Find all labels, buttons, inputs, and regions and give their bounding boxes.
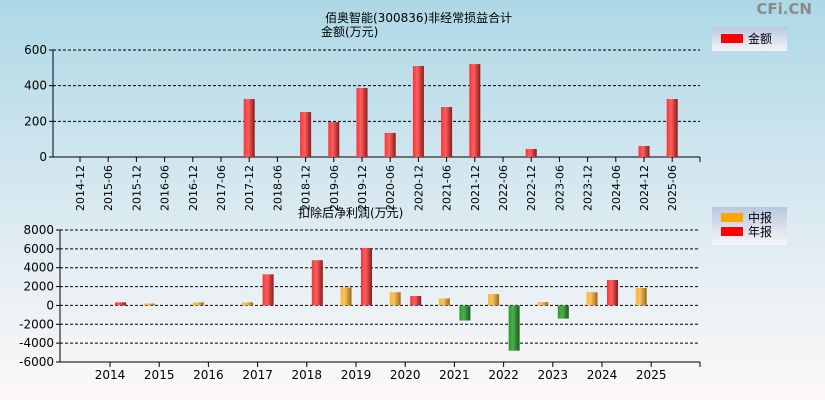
legend-swatch-amount	[721, 34, 743, 43]
bar-年报	[459, 305, 471, 321]
bar-年报	[361, 247, 372, 306]
y-tick-label: 400	[24, 79, 47, 93]
x-tick-label: 2022-06	[497, 165, 510, 211]
bar-中报	[340, 287, 352, 306]
chart-title: 佰奥智能(300836)非经常损益合计	[325, 10, 512, 25]
x-tick-label: 2014-12	[74, 165, 87, 211]
bar-中报	[488, 294, 500, 306]
y-tick-label: 200	[24, 114, 47, 128]
bar-金额	[638, 145, 650, 157]
x-tick-label: 2021	[439, 368, 470, 382]
bar-金额	[525, 148, 537, 157]
bar-中报	[438, 298, 450, 306]
x-tick-label: 2021-12	[469, 165, 482, 211]
x-tick-label: 2016-06	[159, 165, 172, 211]
x-tick-label: 2015-06	[102, 165, 115, 211]
y-tick-label: -6000	[19, 355, 54, 369]
x-tick-label: 2025	[636, 368, 667, 382]
x-tick-label: 2024-06	[610, 165, 623, 211]
x-tick-label: 2017	[242, 368, 273, 382]
x-tick-label: 2019-06	[328, 165, 341, 211]
bar-年报	[311, 260, 323, 306]
x-tick-label: 2015	[144, 368, 175, 382]
bar-中报	[192, 302, 204, 306]
x-tick-label: 2018-12	[300, 165, 313, 211]
x-tick-label: 2022-12	[525, 165, 538, 211]
bar-中报	[635, 287, 647, 306]
y-tick-label: -4000	[19, 336, 54, 350]
bar-金额	[356, 87, 368, 157]
bar-中报	[242, 302, 254, 306]
y-tick-label: 0	[46, 298, 54, 312]
x-tick-label: 2023-12	[582, 165, 595, 211]
bar-金额	[666, 99, 678, 157]
x-tick-label: 2019-12	[356, 165, 369, 211]
x-tick-label: 2023	[538, 368, 569, 382]
y-axis-label: 金额(万元)	[321, 24, 378, 39]
x-tick-label: 2020	[390, 368, 421, 382]
x-tick-label: 2016	[193, 368, 224, 382]
y-tick-label: 0	[39, 150, 47, 164]
bar-中报	[537, 302, 549, 306]
y-tick-label: 4000	[23, 261, 54, 275]
y-tick-label: 8000	[23, 223, 54, 237]
bar-年报	[262, 274, 274, 306]
x-tick-label: 2017-06	[215, 165, 228, 211]
legend-bottom: 中报 年报	[712, 207, 787, 245]
bar-年报	[557, 305, 569, 319]
watermark: CFi.CN	[756, 0, 812, 18]
y-tick-label: 2000	[23, 280, 54, 294]
bar-年报	[115, 302, 126, 306]
x-tick-label: 2017-12	[243, 165, 256, 211]
legend-label-interim: 中报	[748, 210, 772, 225]
bar-金额	[328, 122, 340, 157]
bar-金额	[412, 66, 424, 157]
x-tick-label: 2018-06	[271, 165, 284, 211]
bar-金额	[243, 99, 255, 157]
x-tick-label: 2022	[488, 368, 519, 382]
bar-金额	[469, 64, 481, 157]
y-tick-label: -2000	[19, 317, 54, 331]
bar-年报	[508, 305, 520, 351]
x-tick-label: 2023-06	[553, 165, 566, 211]
bar-金额	[300, 112, 312, 157]
legend-label-annual: 年报	[748, 224, 772, 239]
y-tick-label: 600	[24, 43, 47, 57]
legend-label-amount: 金额	[748, 31, 772, 46]
bar-中报	[586, 292, 598, 306]
x-tick-label: 2018	[292, 368, 323, 382]
x-tick-label: 2016-12	[187, 165, 200, 211]
x-tick-label: 2025-06	[666, 165, 679, 211]
legend-top: 金额	[712, 27, 787, 51]
x-tick-label: 2021-06	[441, 165, 454, 211]
x-tick-label: 2019	[341, 368, 372, 382]
bar-中报	[389, 292, 401, 306]
bar-年报	[410, 296, 422, 306]
bar-金额	[384, 132, 396, 157]
bar-金额	[441, 107, 453, 157]
chart-title-2: 扣除后净利润(万元)	[298, 205, 403, 220]
x-tick-label: 2014	[95, 368, 126, 382]
x-tick-label: 2024	[587, 368, 618, 382]
legend-swatch-interim	[721, 213, 743, 222]
x-tick-label: 2020-12	[412, 165, 425, 211]
y-tick-label: 6000	[23, 242, 54, 256]
x-tick-label: 2024-12	[638, 165, 651, 211]
bar-中报	[143, 303, 155, 306]
x-tick-label: 2015-12	[130, 165, 143, 211]
x-tick-label: 2020-06	[384, 165, 397, 211]
legend-swatch-annual	[721, 227, 743, 236]
bar-年报	[607, 279, 618, 306]
